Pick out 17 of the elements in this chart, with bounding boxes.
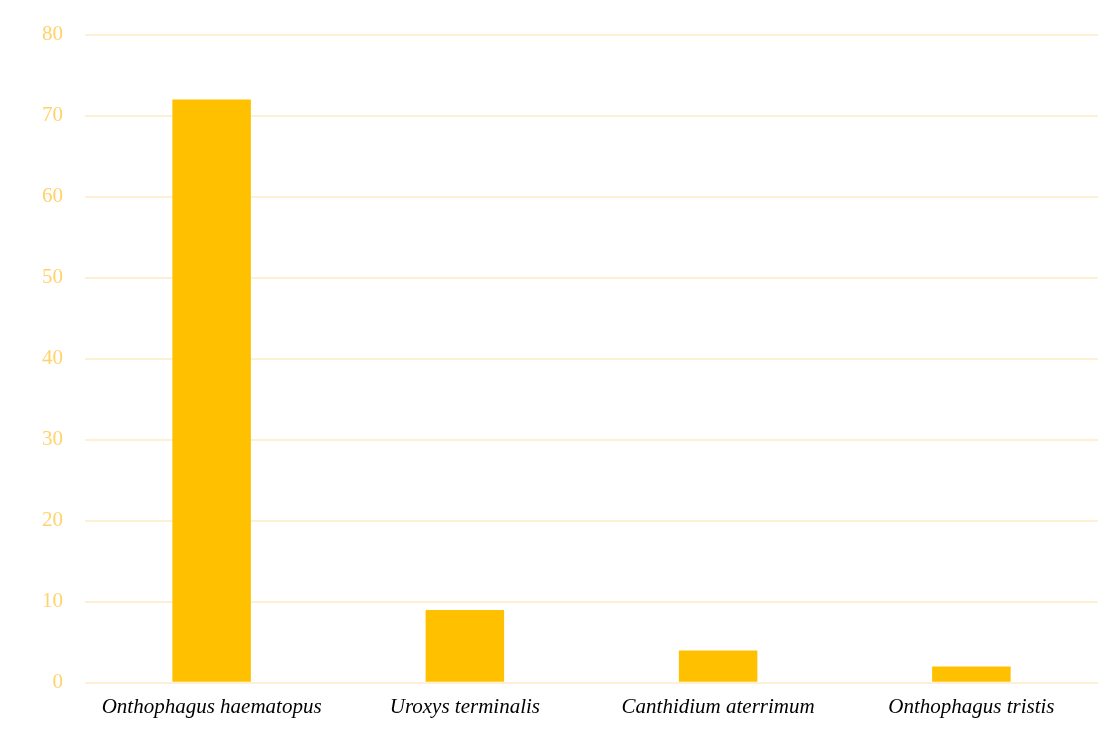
x-tick-label: Onthophagus tristis xyxy=(888,693,1055,718)
bar xyxy=(172,99,251,682)
y-tick-label: 70 xyxy=(42,102,63,127)
x-tick-label: Canthidium aterrimum xyxy=(621,693,815,718)
bar xyxy=(425,609,505,682)
x-tick-label: Onthophagus haematopus xyxy=(101,693,322,718)
y-tick-label: 50 xyxy=(42,264,63,289)
y-tick-label: 40 xyxy=(42,345,63,370)
y-tick-label: 80 xyxy=(42,21,63,46)
bar xyxy=(678,650,758,682)
y-tick-label: 10 xyxy=(42,588,63,613)
y-tick-label: 0 xyxy=(52,669,63,694)
bar xyxy=(932,666,1011,682)
y-tick-label: 60 xyxy=(42,183,63,208)
y-tick-label: 30 xyxy=(42,426,63,451)
x-tick-label: Uroxys terminalis xyxy=(389,693,541,718)
y-tick-label: 20 xyxy=(42,507,63,532)
